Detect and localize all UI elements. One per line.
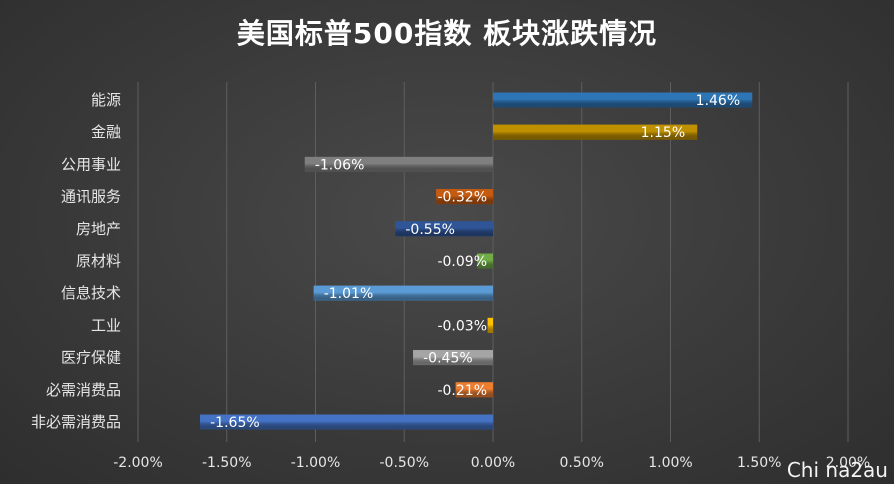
bar-shade: [455, 382, 493, 398]
x-tick-label: 1.00%: [648, 455, 692, 471]
chart-title: 美国标普500指数 板块涨跌情况: [236, 17, 658, 50]
category-label: 房地产: [76, 220, 121, 238]
x-tick-label: 2.00%: [826, 455, 870, 471]
bar-shade: [436, 189, 493, 205]
data-label: -0.03%: [437, 318, 487, 334]
bar-shade: [313, 285, 493, 301]
data-label: 1.46%: [696, 93, 740, 109]
bar-shade: [395, 221, 493, 237]
bar-shade: [493, 92, 753, 108]
watermark-text: Chi na2au: [786, 458, 888, 482]
data-label: -1.65%: [210, 415, 260, 431]
bar-shade: [200, 414, 493, 430]
category-label: 金融: [91, 123, 121, 141]
x-tick-label: -2.00%: [113, 455, 163, 471]
x-tick-label: 0.00%: [471, 455, 515, 471]
bar-shade: [413, 350, 493, 366]
x-tick-label: 0.50%: [560, 455, 604, 471]
x-tick-label: -0.50%: [379, 455, 429, 471]
bar-shade: [304, 156, 493, 172]
data-label: -1.01%: [324, 286, 374, 302]
data-label: 1.15%: [641, 125, 685, 141]
bar-shade: [487, 317, 493, 333]
category-label: 信息技术: [61, 284, 121, 302]
data-label: -0.21%: [437, 383, 487, 399]
x-tick-label: -1.50%: [202, 455, 252, 471]
category-label: 原材料: [76, 252, 121, 270]
bar-shade: [477, 253, 493, 269]
category-label: 工业: [91, 316, 121, 334]
data-label: -0.32%: [437, 190, 487, 206]
data-label: -0.09%: [437, 254, 487, 270]
x-tick-label: 1.50%: [737, 455, 781, 471]
category-label: 非必需消费品: [31, 413, 121, 431]
data-label: -0.55%: [405, 222, 455, 238]
data-label: -0.45%: [423, 351, 473, 367]
data-label: -1.06%: [315, 157, 365, 173]
category-label: 能源: [91, 91, 121, 109]
x-tick-label: -1.00%: [291, 455, 341, 471]
bar-shade: [493, 124, 698, 140]
category-label: 通讯服务: [61, 188, 121, 206]
category-label: 必需消费品: [46, 381, 121, 399]
category-label: 公用事业: [61, 155, 121, 173]
category-label: 医疗保健: [61, 349, 121, 367]
